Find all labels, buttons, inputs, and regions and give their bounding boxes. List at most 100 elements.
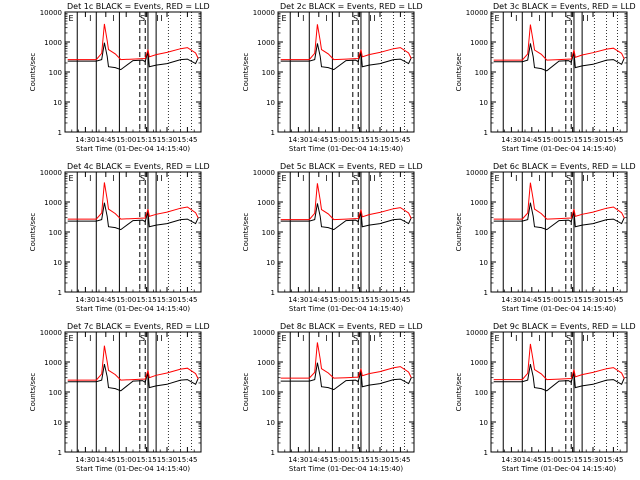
marker-letter: I <box>582 174 584 183</box>
x-tick-label: 14:45 <box>522 136 542 144</box>
x-tick-label: 15:30 <box>583 296 603 304</box>
x-tick-label: 15:30 <box>370 296 390 304</box>
x-tick-label: 15:45 <box>177 456 197 464</box>
detector-panel-9: Det 9c BLACK = Events, RED = LLD 1 10 100 10… <box>455 322 636 473</box>
panel-title: Det 5c BLACK = Events, RED = LLD <box>280 162 423 171</box>
panel-title: Det 4c BLACK = Events, RED = LLD <box>67 162 210 171</box>
panel-title: Det 2c BLACK = Events, RED = LLD <box>280 2 423 11</box>
detector-panel-8: Det 8c BLACK = Events, RED = LLD 1 10 100 10… <box>242 322 423 473</box>
series-line-lld <box>280 342 412 379</box>
marker-letter: E <box>281 174 286 183</box>
x-axis-label: Start Time (01-Dec-04 14:15:40) <box>502 305 616 313</box>
marker-letter: I <box>156 174 158 183</box>
detector-panel-1: Det 1c BLACK = Events, RED = LLD 1 10 100 10… <box>29 2 210 153</box>
y-tick-label: 10000 <box>40 9 62 17</box>
x-tick-label: 15:30 <box>583 136 603 144</box>
marker-letter: I <box>582 14 584 23</box>
series-line-lld <box>67 23 199 61</box>
y-tick-label: 1000 <box>257 39 275 47</box>
panel-title: Det 3c BLACK = Events, RED = LLD <box>493 2 636 11</box>
marker-letter: I <box>586 174 588 183</box>
y-tick-label: 100 <box>262 69 275 77</box>
series-line-events <box>67 42 199 71</box>
series-line-lld <box>67 182 199 220</box>
x-tick-label: 15:15 <box>137 456 157 464</box>
marker-letter: I <box>156 334 158 343</box>
y-tick-label: 100 <box>49 229 62 237</box>
x-tick-label: 15:30 <box>370 456 390 464</box>
x-tick-label: 15:00 <box>116 136 136 144</box>
y-axis-label: Counts/sec <box>29 53 37 92</box>
marker-letter: I <box>325 174 327 183</box>
marker-letter: S <box>566 14 571 23</box>
y-axis-label: Counts/sec <box>29 373 37 412</box>
x-tick-label: 15:15 <box>563 136 583 144</box>
marker-letter: I <box>112 174 114 183</box>
x-tick-label: 15:45 <box>603 456 623 464</box>
marker-letter: I <box>160 14 162 23</box>
detector-panel-7: Det 7c BLACK = Events, RED = LLD 1 10 100 10… <box>29 322 210 473</box>
x-tick-label: 15:00 <box>542 456 562 464</box>
x-tick-label: 15:15 <box>350 136 370 144</box>
marker-letter: I <box>89 14 91 23</box>
x-tick-label: 15:45 <box>390 296 410 304</box>
panel-title: Det 9c BLACK = Events, RED = LLD <box>493 322 636 331</box>
marker-letter: I <box>302 334 304 343</box>
marker-letter: E <box>68 14 73 23</box>
x-tick-label: 15:15 <box>137 136 157 144</box>
y-tick-label: 10 <box>479 259 488 267</box>
x-tick-label: 14:30 <box>75 456 95 464</box>
y-tick-label: 10000 <box>253 169 275 177</box>
y-tick-label: 1000 <box>44 199 62 207</box>
x-tick-label: 14:45 <box>309 456 329 464</box>
panel-title: Det 7c BLACK = Events, RED = LLD <box>67 322 210 331</box>
x-tick-label: 15:45 <box>603 136 623 144</box>
series-line-events <box>493 363 625 392</box>
series-line-lld <box>493 343 625 381</box>
panel-title: Det 1c BLACK = Events, RED = LLD <box>67 2 210 11</box>
marker-letter: I <box>373 174 375 183</box>
marker-letter: E <box>494 174 499 183</box>
series-line-events <box>67 363 199 392</box>
x-tick-label: 14:30 <box>501 456 521 464</box>
marker-letter: I <box>325 334 327 343</box>
y-axis-label: Counts/sec <box>455 53 463 92</box>
x-tick-label: 15:00 <box>542 136 562 144</box>
series-line-lld <box>280 183 412 221</box>
series-line-events <box>280 43 412 71</box>
y-tick-label: 1000 <box>470 199 488 207</box>
y-tick-label: 1000 <box>257 199 275 207</box>
y-axis-label: Counts/sec <box>455 213 463 252</box>
x-tick-label: 15:00 <box>329 296 349 304</box>
x-tick-label: 14:30 <box>288 296 308 304</box>
marker-letter: S <box>353 174 358 183</box>
x-tick-label: 15:45 <box>603 296 623 304</box>
x-tick-label: 15:30 <box>583 456 603 464</box>
marker-letter: E <box>494 334 499 343</box>
marker-letter: S <box>353 14 358 23</box>
y-tick-label: 10 <box>266 419 275 427</box>
y-tick-label: 100 <box>262 389 275 397</box>
x-tick-label: 14:45 <box>309 296 329 304</box>
x-tick-label: 14:30 <box>501 136 521 144</box>
x-tick-label: 14:30 <box>75 296 95 304</box>
y-tick-label: 1000 <box>44 359 62 367</box>
x-tick-label: 15:15 <box>563 296 583 304</box>
x-axis-label: Start Time (01-Dec-04 14:15:40) <box>502 465 616 473</box>
y-tick-label: 100 <box>475 389 488 397</box>
y-tick-label: 1 <box>58 129 62 137</box>
marker-letter: S <box>566 334 571 343</box>
y-tick-label: 10 <box>266 259 275 267</box>
y-tick-label: 10000 <box>253 329 275 337</box>
x-axis-label: Start Time (01-Dec-04 14:15:40) <box>289 465 403 473</box>
detector-panel-4: Det 4c BLACK = Events, RED = LLD 1 10 100 10… <box>29 162 210 313</box>
x-tick-label: 15:00 <box>329 456 349 464</box>
y-tick-label: 1000 <box>470 39 488 47</box>
marker-letter: S <box>140 334 145 343</box>
x-axis-label: Start Time (01-Dec-04 14:15:40) <box>289 145 403 153</box>
y-tick-label: 10 <box>266 99 275 107</box>
series-line-events <box>280 362 412 391</box>
panel-title: Det 6c BLACK = Events, RED = LLD <box>493 162 636 171</box>
marker-letter: I <box>538 334 540 343</box>
x-tick-label: 14:30 <box>288 456 308 464</box>
